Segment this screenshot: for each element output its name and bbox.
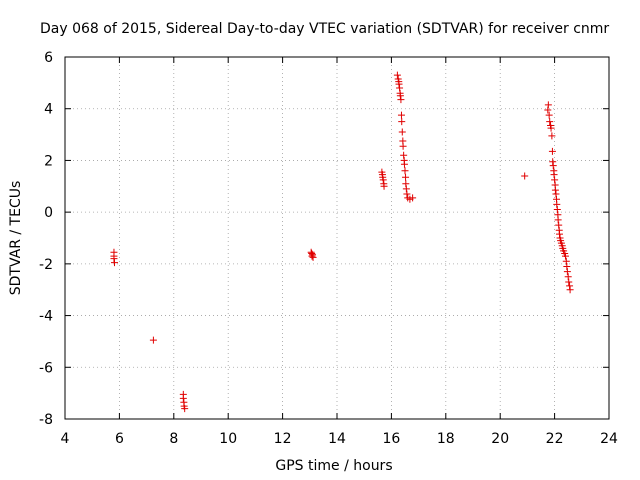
x-axis-label: GPS time / hours: [275, 458, 392, 474]
data-point: [546, 118, 554, 126]
data-point: [553, 200, 561, 208]
data-point: [548, 147, 556, 155]
y-tick-label: 6: [44, 50, 53, 66]
data-point: [379, 176, 387, 184]
data-point: [181, 405, 189, 413]
data-point: [396, 84, 404, 92]
data-point: [562, 257, 570, 265]
y-tick-label: 0: [44, 205, 53, 221]
x-tick-label: 22: [546, 431, 564, 447]
x-tick-label: 14: [328, 431, 346, 447]
data-point: [308, 252, 316, 260]
x-tick-label: 24: [600, 431, 618, 447]
data-point: [397, 111, 405, 119]
data-point: [149, 336, 157, 344]
data-point: [565, 278, 573, 286]
x-tick-label: 18: [437, 431, 455, 447]
data-point: [544, 101, 552, 109]
data-point: [402, 173, 410, 181]
data-point: [395, 80, 403, 88]
data-point: [409, 194, 417, 202]
data-point: [566, 286, 574, 294]
data-point: [544, 106, 552, 114]
data-point: [111, 259, 119, 267]
chart-title: Day 068 of 2015, Sidereal Day-to-day VTE…: [40, 21, 609, 37]
x-tick-label: 20: [491, 431, 509, 447]
data-point: [549, 158, 557, 166]
data-point: [400, 151, 408, 159]
data-point: [550, 171, 558, 179]
data-point: [566, 282, 574, 290]
data-point: [563, 268, 571, 276]
data-point: [555, 221, 563, 229]
y-tick-label: -6: [39, 360, 53, 376]
data-point: [309, 253, 317, 261]
y-axis-label: SDTVAR / TECUs: [8, 181, 24, 296]
data-point: [561, 252, 569, 260]
data-point: [545, 111, 553, 119]
data-point: [554, 216, 562, 224]
x-tick-label: 16: [382, 431, 400, 447]
y-tick-label: 2: [44, 153, 53, 169]
data-point: [179, 394, 187, 402]
data-point: [396, 92, 404, 100]
data-point: [402, 185, 410, 193]
x-tick-label: 10: [219, 431, 237, 447]
x-tick-label: 12: [274, 431, 292, 447]
data-point: [564, 273, 572, 281]
data-point: [393, 71, 401, 79]
data-point: [563, 262, 571, 270]
data-point: [403, 190, 411, 198]
y-tick-label: -2: [39, 257, 53, 273]
data-point: [553, 206, 561, 214]
data-points: [110, 71, 574, 413]
data-point: [549, 162, 557, 170]
data-point: [110, 255, 118, 263]
data-point: [399, 142, 407, 150]
data-point: [398, 118, 406, 126]
data-point: [401, 167, 409, 175]
data-point: [398, 128, 406, 136]
x-tick-label: 8: [169, 431, 178, 447]
x-tick-label: 6: [115, 431, 124, 447]
data-point: [551, 176, 559, 184]
data-point: [547, 124, 555, 132]
data-point: [402, 180, 410, 188]
y-tick-label: 4: [44, 102, 53, 118]
data-point: [521, 172, 529, 180]
x-tick-label: 4: [61, 431, 70, 447]
data-point: [400, 160, 408, 168]
data-point: [380, 182, 388, 190]
y-tick-label: -8: [39, 412, 53, 428]
data-point: [555, 230, 563, 238]
data-point: [552, 190, 560, 198]
data-point: [548, 132, 556, 140]
y-tick-label: -4: [39, 309, 53, 325]
data-point: [551, 186, 559, 194]
grid: [65, 57, 609, 419]
data-point: [397, 96, 405, 104]
